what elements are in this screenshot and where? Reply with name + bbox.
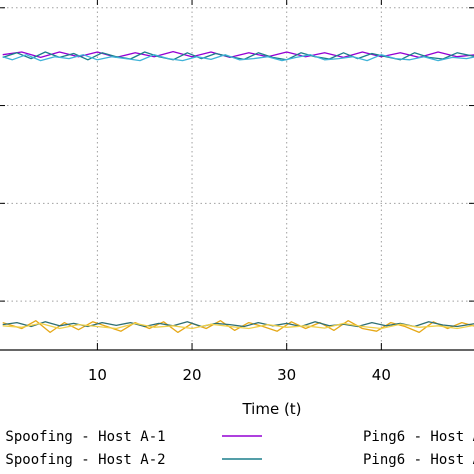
x-tick-label: 40: [372, 366, 391, 384]
legend-label-2: NMAP IP Spoofing - Host A-2: [0, 452, 166, 468]
legend-label-1: NMAP IP Spoofing - Host A-1: [0, 429, 166, 445]
legend-label-5: Ping6 - Host A-2: [363, 452, 474, 468]
grid-layer: [0, 0, 474, 350]
series-line-6: [2, 322, 474, 330]
series-line-1: [2, 50, 474, 59]
series-layer: [2, 50, 474, 334]
series-line-4: [2, 320, 474, 334]
x-tick-label: 10: [88, 366, 107, 384]
series-line-3: [2, 54, 474, 62]
legend-label-4: Ping6 - Host A-1: [363, 429, 474, 445]
x-axis-title: Time (t): [241, 400, 301, 418]
x-tick-label: 30: [277, 366, 296, 384]
plot-frame: [0, 349, 474, 351]
tick-layer: 10 20 30 40: [0, 0, 474, 384]
x-tick-label: 20: [182, 366, 201, 384]
legend: NMAP IP Spoofing - Host A-1 NMAP IP Spoof…: [0, 429, 474, 468]
